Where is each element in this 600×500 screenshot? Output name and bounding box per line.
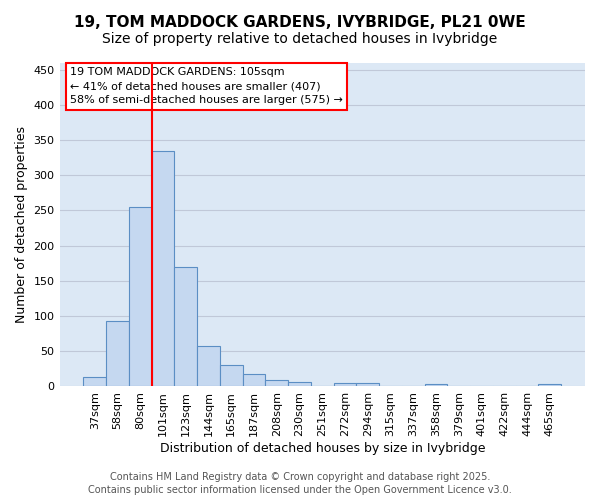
Bar <box>288 382 311 386</box>
Bar <box>152 150 175 386</box>
Bar <box>175 266 197 386</box>
Bar <box>425 384 448 386</box>
Text: Contains HM Land Registry data © Crown copyright and database right 2025.
Contai: Contains HM Land Registry data © Crown c… <box>88 472 512 495</box>
Bar <box>197 346 220 387</box>
Text: Size of property relative to detached houses in Ivybridge: Size of property relative to detached ho… <box>103 32 497 46</box>
Y-axis label: Number of detached properties: Number of detached properties <box>15 126 28 323</box>
Bar <box>129 207 152 386</box>
X-axis label: Distribution of detached houses by size in Ivybridge: Distribution of detached houses by size … <box>160 442 485 455</box>
Bar <box>106 321 129 386</box>
Text: 19 TOM MADDOCK GARDENS: 105sqm
← 41% of detached houses are smaller (407)
58% of: 19 TOM MADDOCK GARDENS: 105sqm ← 41% of … <box>70 68 343 106</box>
Bar <box>334 383 356 386</box>
Bar <box>356 383 379 386</box>
Bar <box>265 380 288 386</box>
Bar <box>242 374 265 386</box>
Bar <box>538 384 561 386</box>
Bar <box>83 376 106 386</box>
Text: 19, TOM MADDOCK GARDENS, IVYBRIDGE, PL21 0WE: 19, TOM MADDOCK GARDENS, IVYBRIDGE, PL21… <box>74 15 526 30</box>
Bar <box>220 364 242 386</box>
